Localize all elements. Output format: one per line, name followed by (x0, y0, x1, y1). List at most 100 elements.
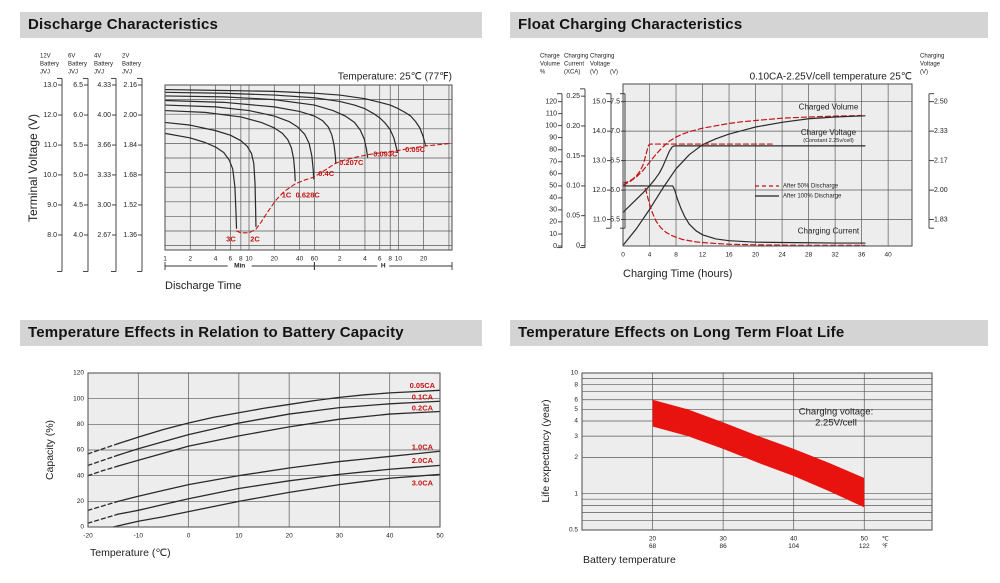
svg-text:Life expectancy (year): Life expectancy (year) (540, 399, 552, 502)
svg-text:13.0: 13.0 (43, 82, 57, 89)
svg-text:6.5: 6.5 (73, 82, 83, 89)
svg-text:Discharge Time: Discharge Time (165, 280, 241, 292)
svg-text:14.0: 14.0 (592, 128, 606, 135)
svg-text:80: 80 (549, 147, 557, 154)
svg-text:2.0CA: 2.0CA (412, 456, 434, 465)
svg-text:4: 4 (363, 256, 367, 263)
svg-text:4V: 4V (94, 54, 101, 60)
svg-text:30: 30 (549, 207, 557, 214)
svg-text:90: 90 (549, 134, 557, 141)
svg-text:3.0CA: 3.0CA (412, 478, 434, 487)
svg-text:6: 6 (574, 396, 578, 403)
svg-text:80: 80 (77, 421, 85, 428)
temperature-effects-capacity-chart: -20 -10 0 10 20 30 40 50 0 20 40 60 80 100 120 0.05CA 0.… (44, 370, 444, 559)
svg-text:2: 2 (188, 256, 192, 263)
svg-text:20: 20 (752, 252, 760, 259)
svg-text:10: 10 (235, 533, 243, 540)
svg-text:40: 40 (386, 533, 394, 540)
svg-text:2.67: 2.67 (97, 232, 111, 239)
svg-text:1.36: 1.36 (123, 232, 137, 239)
svg-text:40: 40 (296, 256, 304, 263)
temperature-effects-float-life-title: Temperature Effects on Long Term Float L… (510, 320, 988, 346)
svg-text:1.52: 1.52 (123, 202, 137, 209)
float-charging-characteristics-title: Float Charging Characteristics (510, 12, 988, 38)
svg-text:2.17: 2.17 (934, 157, 948, 164)
svg-text:2.00: 2.00 (123, 112, 137, 119)
float-charging-characteristics-chart: 0 4 8 12 16 20 24 28 32 36 40 Charged Volume Charge … (540, 54, 948, 280)
svg-text:℃: ℃ (882, 537, 889, 543)
svg-text:1.0CA: 1.0CA (412, 442, 434, 451)
svg-text:50: 50 (549, 183, 557, 190)
svg-text:1: 1 (574, 490, 578, 497)
svg-text:Charge Voltage: Charge Voltage (801, 128, 857, 137)
svg-text:(Constant 2.25v/cell): (Constant 2.25v/cell) (803, 138, 854, 144)
svg-text:12.0: 12.0 (43, 112, 57, 119)
svg-text:30: 30 (336, 533, 344, 540)
svg-text:Voltage: Voltage (590, 62, 611, 68)
svg-text:0.2CA: 0.2CA (412, 403, 434, 412)
svg-text:120: 120 (545, 99, 557, 106)
svg-text:5.5: 5.5 (610, 216, 620, 223)
svg-text:0: 0 (553, 243, 557, 250)
svg-text:2V: 2V (122, 54, 129, 60)
svg-text:120: 120 (73, 370, 84, 377)
svg-text:Charging: Charging (590, 54, 614, 60)
panel-discharge-characteristics: Discharge Characteristics 1 2 4 6 8 10 20 40 60 2… (20, 12, 482, 308)
svg-text:Temperature (℃): Temperature (℃) (90, 547, 171, 559)
svg-text:(V): (V) (590, 70, 598, 76)
svg-text:4: 4 (574, 418, 578, 425)
svg-text:After 50% Discharge: After 50% Discharge (783, 184, 839, 190)
svg-text:3.66: 3.66 (97, 142, 111, 149)
svg-text:16: 16 (725, 252, 733, 259)
svg-text:Charging: Charging (920, 54, 944, 60)
svg-text:2.16: 2.16 (123, 82, 137, 89)
svg-text:20: 20 (649, 536, 657, 543)
svg-text:2.50: 2.50 (934, 99, 948, 106)
svg-text:7.0: 7.0 (610, 128, 620, 135)
svg-text:0.15: 0.15 (566, 153, 580, 160)
svg-text:After 100% Discharge: After 100% Discharge (783, 194, 842, 200)
svg-text:8: 8 (388, 256, 392, 263)
svg-text:10.0: 10.0 (43, 172, 57, 179)
svg-text:Min: Min (234, 263, 245, 270)
svg-text:8.0: 8.0 (47, 232, 57, 239)
svg-text:2C: 2C (250, 235, 260, 244)
svg-text:0.25: 0.25 (566, 93, 580, 100)
svg-text:0: 0 (621, 252, 625, 259)
svg-text:50: 50 (436, 533, 444, 540)
svg-text:0.05CA: 0.05CA (410, 381, 436, 390)
svg-text:4: 4 (214, 256, 218, 263)
svg-text:Capacity (%): Capacity (%) (44, 420, 56, 480)
svg-text:3.00: 3.00 (97, 202, 111, 209)
svg-text:2.33: 2.33 (934, 128, 948, 135)
svg-text:6.0: 6.0 (73, 112, 83, 119)
svg-text:8: 8 (674, 252, 678, 259)
svg-text:Battery temperature: Battery temperature (583, 554, 676, 566)
svg-text:JVJ: JVJ (94, 70, 104, 76)
svg-text:60: 60 (77, 447, 85, 454)
svg-text:28: 28 (805, 252, 813, 259)
svg-text:1.68: 1.68 (123, 172, 137, 179)
svg-text:40: 40 (77, 472, 85, 479)
svg-text:12: 12 (699, 252, 707, 259)
svg-text:8: 8 (239, 256, 243, 263)
svg-text:Charging voltage:: Charging voltage: (799, 407, 873, 418)
svg-text:122: 122 (859, 543, 870, 550)
svg-text:50: 50 (861, 536, 869, 543)
temperature-effects-capacity-title: Temperature Effects in Relation to Batte… (20, 320, 482, 346)
svg-text:Charging: Charging (564, 54, 588, 60)
svg-text:10: 10 (395, 256, 403, 263)
svg-text:13.0: 13.0 (592, 157, 606, 164)
svg-text:3C: 3C (226, 235, 236, 244)
svg-text:12.0: 12.0 (592, 187, 606, 194)
svg-text:15.0: 15.0 (592, 99, 606, 106)
svg-text:3: 3 (574, 433, 578, 440)
svg-text:6.0: 6.0 (610, 187, 620, 194)
svg-text:1.83: 1.83 (934, 216, 948, 223)
svg-text:Battery: Battery (94, 62, 113, 68)
svg-text:Voltage: Voltage (920, 62, 941, 68)
svg-text:Battery: Battery (122, 62, 141, 68)
svg-text:Charging Current: Charging Current (798, 226, 860, 235)
svg-text:1: 1 (163, 256, 167, 263)
